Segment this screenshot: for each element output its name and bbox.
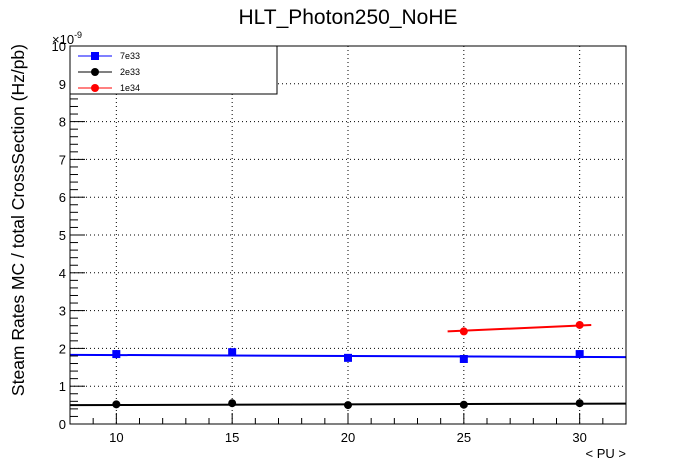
data-point-7e33 — [228, 348, 237, 357]
x-tick-label: 20 — [341, 430, 355, 445]
y-axis-label: Steam Rates MC / total CrossSection (Hz/… — [8, 44, 28, 396]
y-tick-label: 2 — [59, 341, 66, 356]
x-tick-label: 30 — [572, 430, 586, 445]
legend-label-2e33: 2e33 — [120, 67, 140, 77]
data-point-2e33 — [459, 400, 468, 409]
x-tick-label: 10 — [109, 430, 123, 445]
legend-label-1e34: 1e34 — [120, 83, 140, 93]
legend: 7e33 2e33 1e34 — [69, 45, 278, 95]
fit-lines — [69, 323, 627, 407]
y-tick-label: 1 — [59, 379, 66, 394]
y-multiplier-exponent: -9 — [74, 30, 82, 40]
data-point-1e34 — [575, 320, 584, 329]
x-tick-label: 15 — [225, 430, 239, 445]
data-point-7e33 — [459, 354, 468, 363]
y-tick-label: 10 — [52, 39, 66, 54]
data-markers — [112, 320, 584, 410]
y-tick-label: 7 — [59, 152, 66, 167]
y-multiplier-base: ×10 — [52, 32, 74, 47]
y-axis-multiplier: ×10-9 — [52, 30, 82, 47]
data-point-2e33 — [112, 400, 121, 409]
legend-label-7e33: 7e33 — [120, 51, 140, 61]
legend-box — [69, 45, 278, 95]
tick-labels: 10 15 20 25 30 0 1 2 3 4 5 6 7 8 9 10 — [52, 39, 587, 445]
y-tick-label: 8 — [59, 115, 66, 130]
legend-marker-2e33 — [91, 68, 99, 76]
data-point-1e34 — [459, 327, 468, 336]
y-tick-label: 5 — [59, 228, 66, 243]
data-point-7e33 — [344, 353, 352, 362]
grid-lines — [70, 46, 626, 424]
y-tick-label: 4 — [59, 266, 66, 281]
legend-marker-1e34 — [91, 84, 99, 92]
data-point-7e33 — [575, 350, 584, 359]
data-point-2e33 — [228, 399, 237, 408]
y-tick-label: 0 — [59, 417, 66, 432]
fit-line-1e34 — [447, 323, 592, 333]
x-tick-label: 25 — [457, 430, 471, 445]
y-tick-label: 9 — [59, 77, 66, 92]
x-axis-label: < PU > — [586, 446, 626, 461]
chart-title: HLT_Photon250_NoHE — [238, 6, 457, 29]
y-tick-label: 6 — [59, 190, 66, 205]
data-point-7e33 — [112, 350, 121, 359]
data-point-2e33 — [344, 401, 352, 410]
data-point-2e33 — [575, 399, 584, 408]
legend-marker-7e33 — [91, 52, 99, 60]
y-tick-label: 3 — [59, 304, 66, 319]
